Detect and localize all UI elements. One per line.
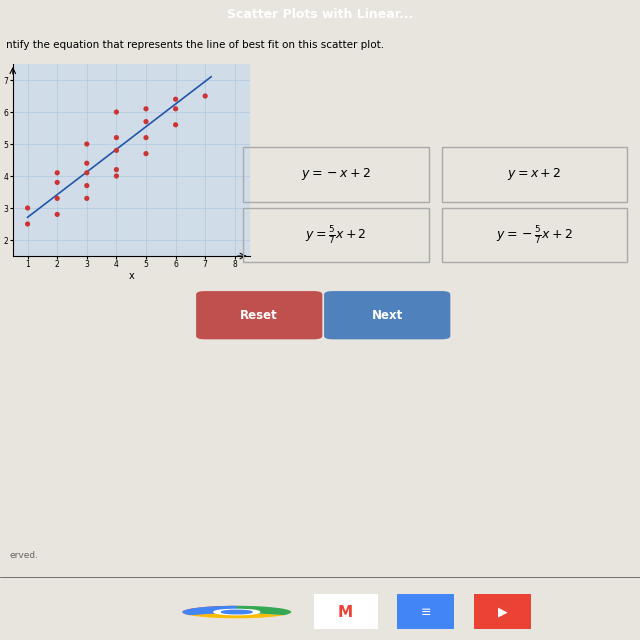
Point bbox=[111, 107, 122, 117]
Text: $y = -x + 2$: $y = -x + 2$ bbox=[301, 166, 371, 182]
Point bbox=[170, 120, 180, 130]
FancyBboxPatch shape bbox=[324, 291, 451, 339]
Point bbox=[22, 219, 33, 229]
Point bbox=[52, 177, 62, 188]
Text: erved.: erved. bbox=[10, 550, 38, 560]
Wedge shape bbox=[237, 606, 291, 615]
Point bbox=[111, 145, 122, 156]
Point bbox=[170, 94, 180, 104]
Text: $y = -\frac{5}{7}x + 2$: $y = -\frac{5}{7}x + 2$ bbox=[496, 224, 573, 246]
Text: Scatter Plots with Linear...: Scatter Plots with Linear... bbox=[227, 8, 413, 21]
Circle shape bbox=[214, 609, 260, 614]
X-axis label: x: x bbox=[129, 271, 134, 280]
Wedge shape bbox=[182, 606, 237, 615]
Point bbox=[111, 171, 122, 181]
Wedge shape bbox=[182, 606, 237, 615]
Text: Reset: Reset bbox=[241, 308, 278, 322]
Point bbox=[141, 116, 151, 127]
Point bbox=[170, 104, 180, 114]
Point bbox=[52, 168, 62, 178]
Text: ntify the equation that represents the line of best fit on this scatter plot.: ntify the equation that represents the l… bbox=[6, 40, 385, 51]
Point bbox=[82, 193, 92, 204]
Point bbox=[52, 209, 62, 220]
Point bbox=[82, 180, 92, 191]
Point bbox=[82, 168, 92, 178]
Bar bbox=[474, 594, 531, 629]
Text: Next: Next bbox=[372, 308, 403, 322]
Bar bbox=[397, 594, 454, 629]
Point bbox=[200, 91, 211, 101]
Point bbox=[111, 132, 122, 143]
Point bbox=[141, 148, 151, 159]
Point bbox=[52, 193, 62, 204]
Text: ▶: ▶ bbox=[497, 605, 508, 618]
Point bbox=[82, 158, 92, 168]
Point bbox=[22, 203, 33, 213]
Text: ≡: ≡ bbox=[420, 605, 431, 618]
Point bbox=[141, 132, 151, 143]
Text: $y = x + 2$: $y = x + 2$ bbox=[507, 166, 562, 182]
Text: $y = \frac{5}{7}x + 2$: $y = \frac{5}{7}x + 2$ bbox=[305, 224, 367, 246]
FancyBboxPatch shape bbox=[196, 291, 323, 339]
Circle shape bbox=[221, 611, 252, 614]
Point bbox=[111, 164, 122, 175]
Text: M: M bbox=[338, 605, 353, 620]
Point bbox=[141, 104, 151, 114]
Bar bbox=[314, 594, 378, 629]
Wedge shape bbox=[189, 612, 284, 618]
Point bbox=[82, 139, 92, 149]
